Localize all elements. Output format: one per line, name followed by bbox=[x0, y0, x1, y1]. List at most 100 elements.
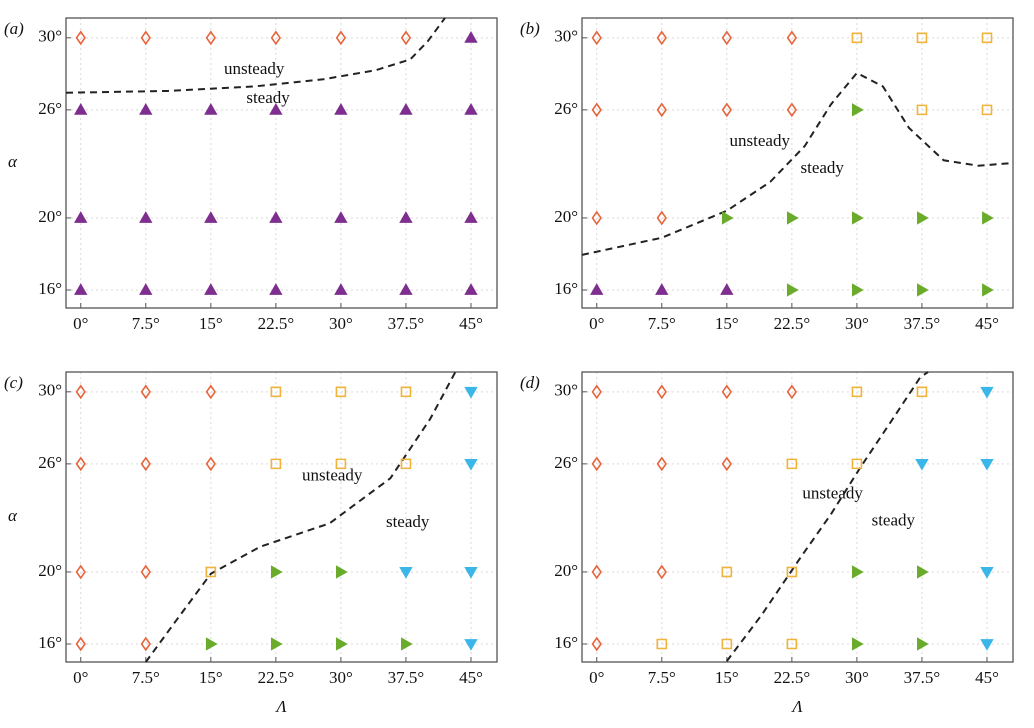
data-point bbox=[75, 30, 86, 46]
data-point bbox=[916, 104, 928, 116]
data-point bbox=[464, 639, 478, 651]
panel: 0° 7.5° 15° 22.5° 30° 37.5° 45° 16° 20° 26° 30° (b)… bbox=[520, 17, 1014, 333]
y-tick-label: 30° bbox=[554, 27, 578, 46]
y-tick-label: 26° bbox=[554, 453, 578, 472]
x-tick-label: 15° bbox=[199, 314, 223, 333]
data-point bbox=[981, 104, 993, 116]
data-point bbox=[269, 211, 283, 223]
data-point bbox=[464, 458, 478, 471]
region-label: steady bbox=[800, 158, 844, 177]
data-point bbox=[336, 565, 348, 579]
panel-label: (a) bbox=[4, 19, 24, 38]
data-point bbox=[204, 211, 218, 223]
y-tick-label: 16° bbox=[38, 633, 62, 652]
data-point bbox=[916, 32, 928, 44]
data-point bbox=[786, 638, 798, 650]
plot-frame bbox=[65, 17, 498, 309]
x-tick-label: 15° bbox=[199, 668, 223, 687]
data-point bbox=[721, 638, 733, 650]
data-point bbox=[399, 211, 413, 223]
x-tick-label: 37.5° bbox=[388, 668, 425, 687]
panel: 0° 7.5° 15° 22.5° 30° 37.5° 45° 16° 20° 26° 30° (d)… bbox=[520, 371, 1014, 716]
data-point bbox=[786, 211, 799, 225]
x-axis-label: Λ bbox=[274, 697, 287, 716]
data-point bbox=[399, 567, 413, 579]
data-point bbox=[400, 458, 412, 470]
data-point bbox=[334, 211, 348, 223]
boundary-curve bbox=[144, 371, 457, 663]
data-point bbox=[464, 211, 478, 223]
data-point bbox=[336, 637, 348, 651]
data-point bbox=[75, 636, 86, 652]
data-point bbox=[917, 283, 929, 297]
data-point bbox=[270, 458, 282, 470]
data-point bbox=[205, 30, 216, 46]
data-point bbox=[591, 30, 602, 46]
data-point bbox=[204, 103, 218, 115]
x-tick-label: 30° bbox=[845, 668, 869, 687]
x-tick-label: 37.5° bbox=[904, 314, 941, 333]
data-point bbox=[334, 103, 348, 115]
panel-label: (b) bbox=[520, 19, 540, 38]
data-point bbox=[915, 458, 929, 471]
boundary-curve bbox=[65, 17, 446, 94]
y-axis-label: α bbox=[8, 506, 18, 525]
data-point bbox=[591, 384, 602, 400]
panel-label: (c) bbox=[4, 373, 23, 392]
y-tick-label: 20° bbox=[554, 561, 578, 580]
data-point bbox=[852, 211, 864, 225]
data-point bbox=[721, 102, 732, 118]
data-point bbox=[401, 637, 413, 651]
data-point bbox=[786, 458, 798, 470]
data-point bbox=[400, 30, 412, 46]
data-point bbox=[721, 211, 734, 225]
data-point bbox=[74, 283, 88, 295]
data-point bbox=[980, 567, 994, 579]
data-point bbox=[464, 103, 478, 115]
data-point bbox=[205, 566, 217, 578]
data-point bbox=[852, 283, 864, 297]
data-point bbox=[269, 103, 283, 115]
y-tick-label: 20° bbox=[38, 561, 62, 580]
x-tick-label: 30° bbox=[845, 314, 869, 333]
data-point bbox=[269, 283, 283, 295]
data-point bbox=[786, 566, 798, 578]
data-point bbox=[656, 456, 667, 472]
data-point bbox=[852, 565, 864, 579]
data-point bbox=[205, 384, 216, 400]
y-tick-label: 30° bbox=[38, 27, 62, 46]
data-point bbox=[334, 283, 348, 295]
data-point bbox=[852, 637, 864, 651]
y-tick-label: 20° bbox=[38, 207, 62, 226]
data-point bbox=[851, 32, 863, 44]
panel-label: (d) bbox=[520, 373, 540, 392]
data-point bbox=[204, 283, 218, 295]
x-tick-label: 30° bbox=[329, 314, 353, 333]
boundary-curve bbox=[726, 371, 929, 662]
data-point bbox=[851, 458, 863, 470]
data-point bbox=[721, 566, 733, 578]
x-tick-label: 30° bbox=[329, 668, 353, 687]
region-label: steady bbox=[246, 88, 290, 107]
data-point bbox=[656, 564, 667, 580]
region-label: steady bbox=[386, 512, 430, 531]
data-point bbox=[851, 386, 863, 398]
x-tick-label: 7.5° bbox=[648, 668, 676, 687]
data-point bbox=[591, 456, 602, 472]
region-label: steady bbox=[872, 510, 916, 529]
data-point bbox=[591, 564, 602, 580]
data-point bbox=[852, 103, 864, 117]
data-point bbox=[399, 103, 413, 115]
x-tick-label: 7.5° bbox=[648, 314, 676, 333]
y-tick-label: 26° bbox=[38, 99, 62, 118]
data-point bbox=[981, 32, 993, 44]
data-point bbox=[590, 283, 604, 295]
x-tick-label: 45° bbox=[459, 668, 483, 687]
plot-frame bbox=[65, 371, 498, 663]
data-point bbox=[205, 637, 218, 651]
data-point bbox=[786, 102, 798, 118]
x-tick-label: 37.5° bbox=[904, 668, 941, 687]
x-tick-label: 7.5° bbox=[132, 314, 160, 333]
x-tick-label: 0° bbox=[589, 668, 604, 687]
data-point bbox=[140, 564, 151, 580]
